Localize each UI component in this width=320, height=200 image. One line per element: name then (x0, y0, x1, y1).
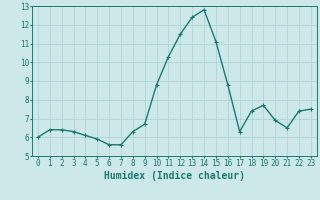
X-axis label: Humidex (Indice chaleur): Humidex (Indice chaleur) (104, 171, 245, 181)
